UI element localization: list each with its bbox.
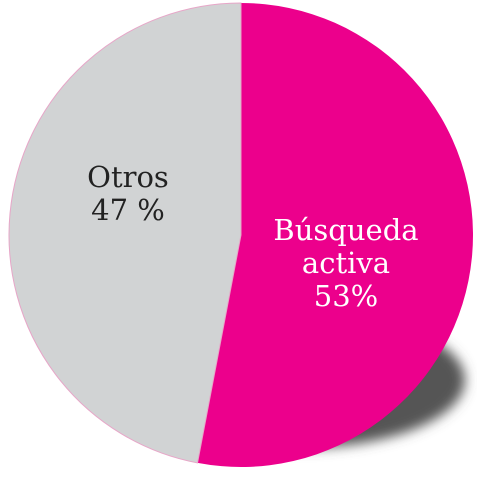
slice-value-label: 47 %: [91, 193, 165, 227]
slice-value-label: 53%: [313, 279, 379, 313]
slice-label: Búsqueda activa: [273, 213, 419, 280]
slice-label: Otros: [87, 160, 169, 194]
pie-slice: [197, 3, 473, 467]
pie-slice: [8, 2, 242, 464]
